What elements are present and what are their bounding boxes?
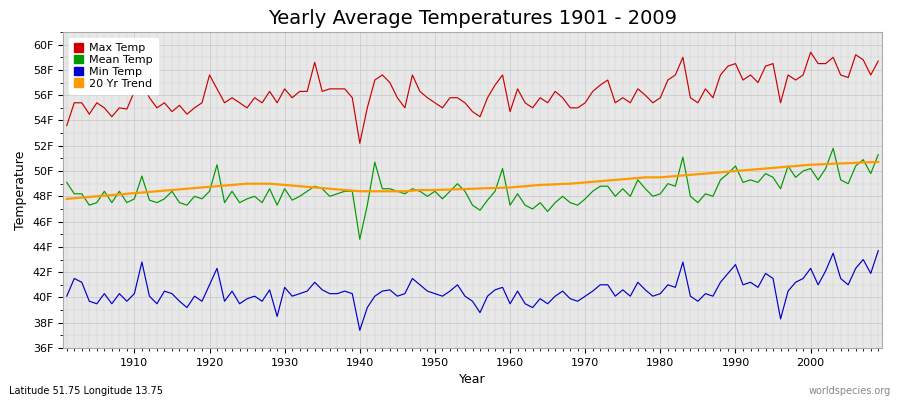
Y-axis label: Temperature: Temperature xyxy=(14,150,27,230)
Text: worldspecies.org: worldspecies.org xyxy=(809,386,891,396)
Title: Yearly Average Temperatures 1901 - 2009: Yearly Average Temperatures 1901 - 2009 xyxy=(268,9,677,28)
Legend: Max Temp, Mean Temp, Min Temp, 20 Yr Trend: Max Temp, Mean Temp, Min Temp, 20 Yr Tre… xyxy=(68,38,158,94)
Text: Latitude 51.75 Longitude 13.75: Latitude 51.75 Longitude 13.75 xyxy=(9,386,163,396)
X-axis label: Year: Year xyxy=(459,373,486,386)
